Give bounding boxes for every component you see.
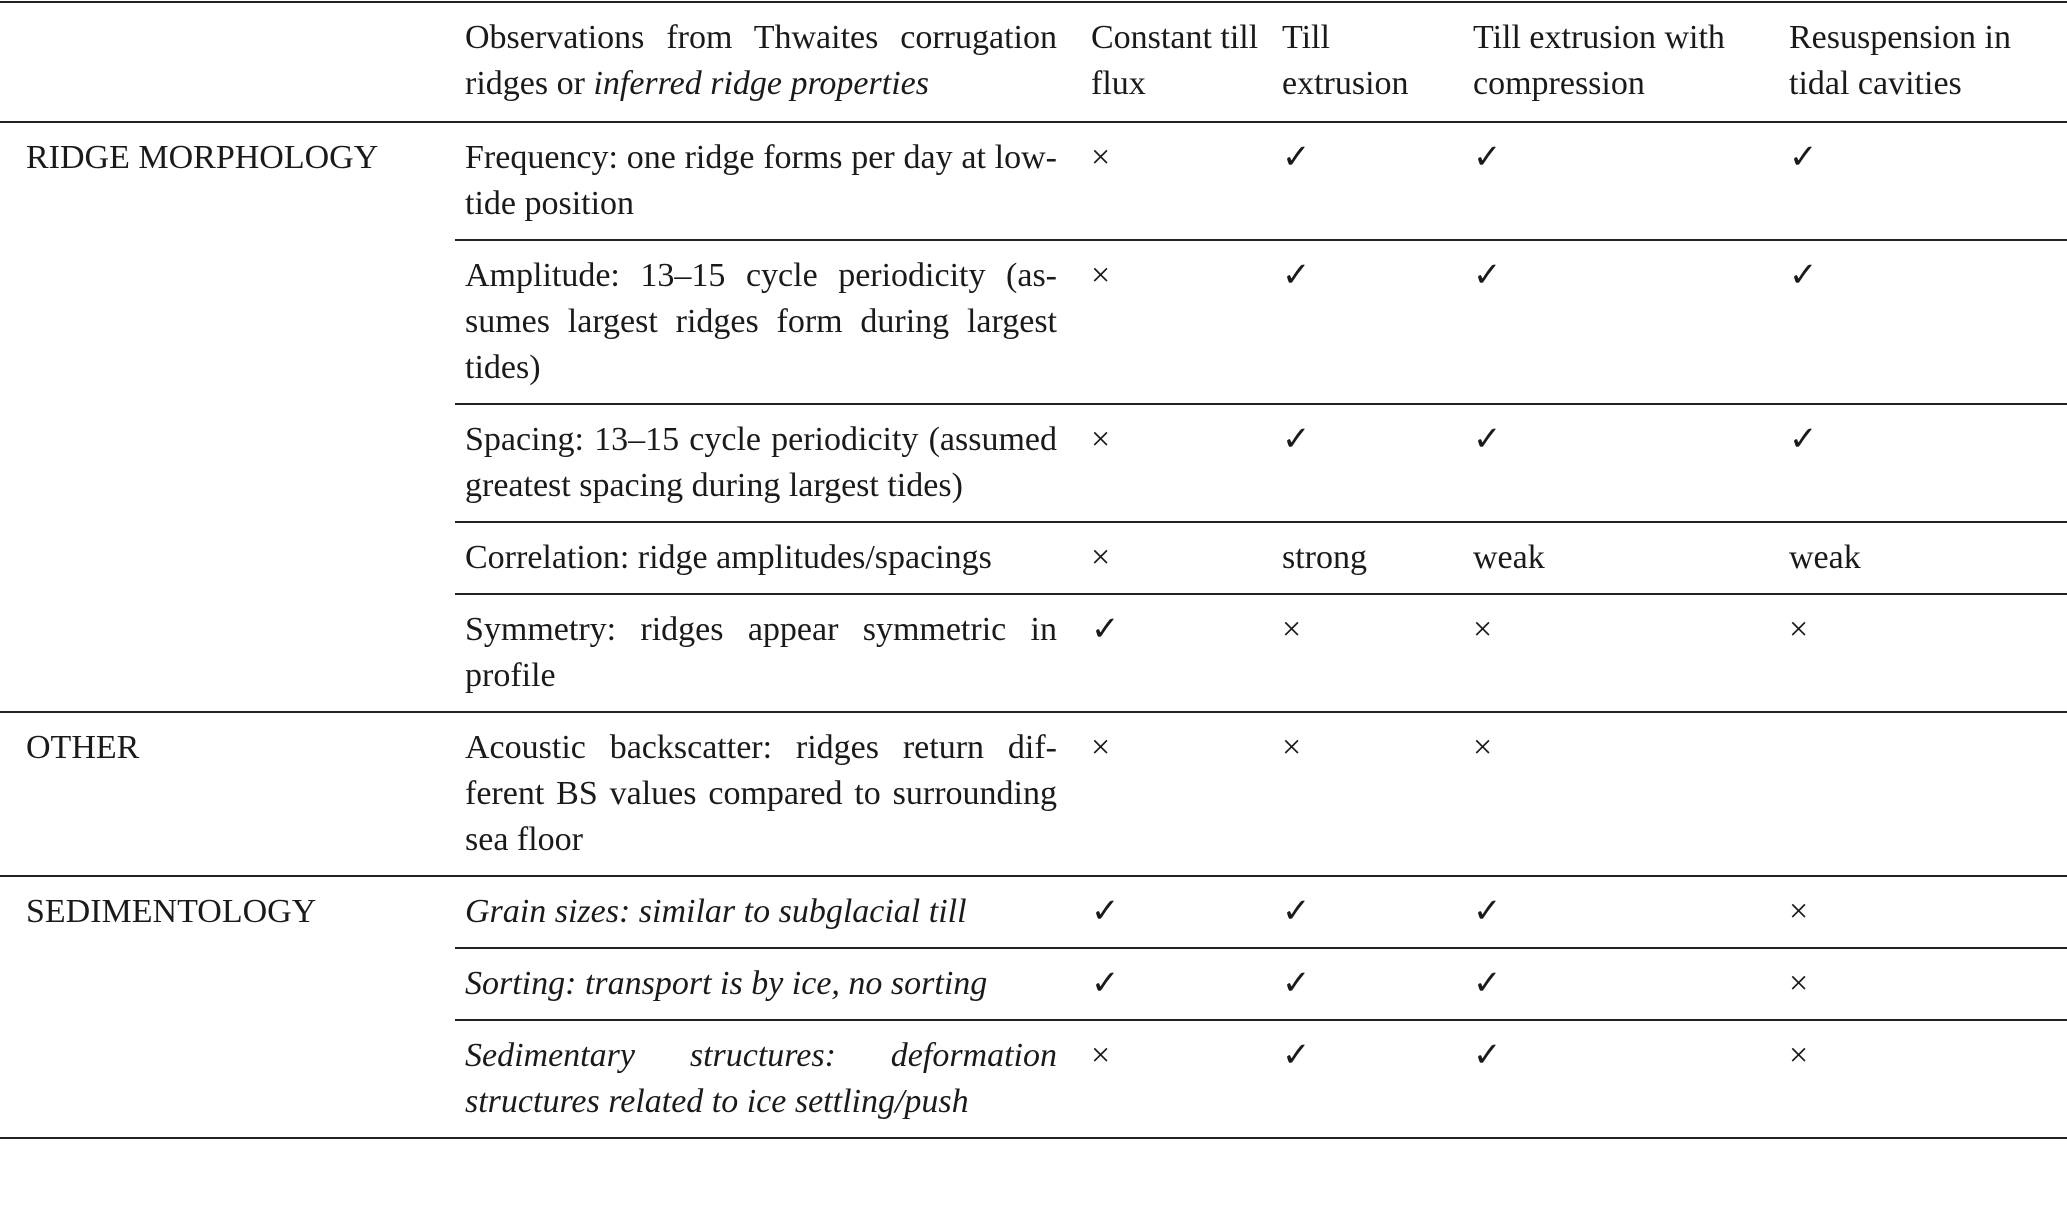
group-spacer: [0, 404, 455, 522]
observation: Amplitude: 13–15 cycle periodicity (as­s…: [455, 239, 1081, 404]
header-row: Observations from Thwaites corrugation r…: [0, 1, 2067, 123]
model-cell: ✓: [1081, 593, 1272, 712]
group-label: SEDIMENTOLOGY: [0, 875, 455, 948]
header-text: Observations from Thwaites corrugation r…: [465, 19, 1057, 102]
model-cell: ×: [1081, 521, 1272, 594]
observation: Symmetry: ridges appear symmetric in pro…: [455, 593, 1081, 712]
model-cell: ✓: [1463, 239, 1779, 404]
model-cell: ✓: [1272, 239, 1463, 404]
model-cell: ×: [1272, 593, 1463, 712]
observation: Correlation: ridge amplitudes/spacings: [455, 521, 1081, 594]
model-cell: ×: [1463, 711, 1779, 876]
model-cell: ✓: [1272, 1019, 1463, 1139]
model-cell: ×: [1272, 711, 1463, 876]
header-text: inferred ridge properties: [593, 65, 929, 102]
comparison-table: Observations from Thwaites corrugation r…: [0, 1, 2067, 1139]
model-cell: ✓: [1463, 875, 1779, 948]
model-cell: ✓: [1779, 239, 2067, 404]
header-cell: Constant till flux: [1081, 1, 1272, 123]
header-cell: Till extrusion: [1272, 1, 1463, 123]
model-cell: weak: [1463, 521, 1779, 594]
model-cell: ×: [1779, 875, 2067, 948]
observation: Spacing: 13–15 cycle periodicity (as­sum…: [455, 403, 1081, 522]
table-row: SEDIMENTOLOGY Grain sizes: similar to sub…: [0, 875, 2067, 948]
header-cell: Resuspension in tidal cavities: [1779, 1, 2067, 123]
table-row: Symmetry: ridges appear symmetric in pro…: [0, 593, 2067, 712]
table-row: Correlation: ridge amplitudes/spacings × s…: [0, 521, 2067, 594]
table-row: Sorting: transport is by ice, no sorting…: [0, 947, 2067, 1020]
table-row: RIDGE MORPHOLOGY Frequency: one ridge for…: [0, 121, 2067, 240]
group-spacer: [0, 594, 455, 712]
model-cell: ✓: [1272, 121, 1463, 240]
model-cell: ✓: [1463, 403, 1779, 522]
model-cell: ×: [1779, 1019, 2067, 1139]
model-cell: weak: [1779, 521, 2067, 594]
model-cell: ✓: [1081, 947, 1272, 1020]
model-cell: ×: [1081, 1019, 1272, 1139]
model-cell: ✓: [1779, 121, 2067, 240]
observation: Sedimentary structures: deformation stru…: [455, 1019, 1081, 1139]
observation: Acoustic backscatter: ridges return dif­…: [455, 711, 1081, 876]
header-cell: [0, 1, 455, 123]
model-cell: ×: [1779, 947, 2067, 1020]
table-body: Observations from Thwaites corrugation r…: [0, 1, 2067, 1139]
model-cell: ✓: [1272, 947, 1463, 1020]
model-cell: ✓: [1779, 403, 2067, 522]
group-spacer: [0, 240, 455, 404]
group-spacer: [0, 522, 455, 594]
table-row: Amplitude: 13–15 cycle periodicity (as­s…: [0, 239, 2067, 404]
observation: Frequency: one ridge forms per day at lo…: [455, 121, 1081, 240]
header-cell: Observations from Thwaites corrugation r…: [455, 1, 1081, 123]
model-cell: ×: [1463, 593, 1779, 712]
group-label: OTHER: [0, 711, 455, 876]
group-spacer: [0, 948, 455, 1020]
model-cell: [1779, 711, 2067, 876]
model-cell: ✓: [1272, 403, 1463, 522]
header-cell: Till extrusion with compression: [1463, 1, 1779, 123]
table-row: OTHER Acoustic backscatter: ridges return…: [0, 711, 2067, 876]
group-spacer: [0, 1020, 455, 1139]
group-label: RIDGE MORPHOLOGY: [0, 121, 455, 240]
model-cell: ✓: [1463, 1019, 1779, 1139]
model-cell: ✓: [1081, 875, 1272, 948]
model-cell: ✓: [1463, 947, 1779, 1020]
model-cell: ×: [1779, 593, 2067, 712]
model-cell: ×: [1081, 121, 1272, 240]
observation: Grain sizes: similar to subglacial till: [455, 875, 1081, 948]
model-cell: ✓: [1463, 121, 1779, 240]
table-row: Spacing: 13–15 cycle periodicity (as­sum…: [0, 403, 2067, 522]
model-cell: strong: [1272, 521, 1463, 594]
model-cell: ×: [1081, 711, 1272, 876]
table-row: Sedimentary structures: deformation stru…: [0, 1019, 2067, 1139]
model-cell: ×: [1081, 239, 1272, 404]
model-cell: ✓: [1272, 875, 1463, 948]
observation: Sorting: transport is by ice, no sorting: [455, 947, 1081, 1020]
model-cell: ×: [1081, 403, 1272, 522]
